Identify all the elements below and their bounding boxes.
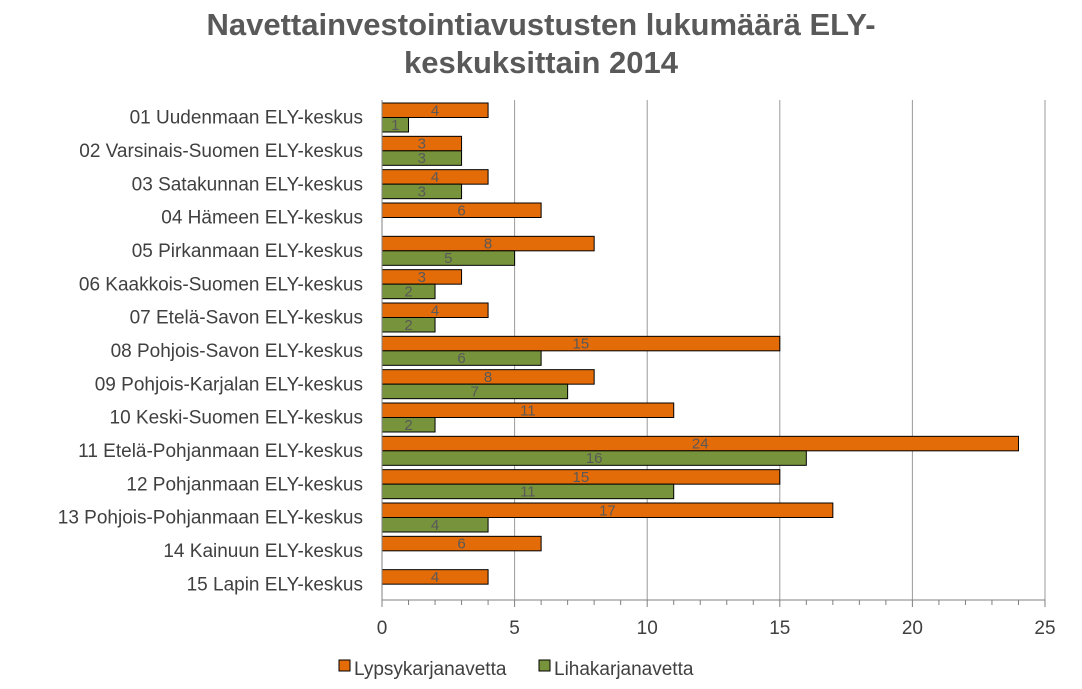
data-label-series1-5: 8: [484, 236, 492, 253]
data-label-series2-1: 1: [391, 117, 399, 134]
category-label-2: 02 Varsinais-Suomen ELY-keskus: [79, 141, 363, 162]
data-label-series1-14: 6: [457, 536, 465, 553]
category-label-13: 13 Pohjois-Pohjanmaan ELY-keskus: [58, 508, 363, 529]
data-label-series1-4: 6: [457, 202, 465, 219]
x-tick-label-4: 20: [902, 618, 923, 639]
category-label-10: 10 Keski-Suomen ELY-keskus: [110, 408, 363, 429]
data-label-series1-1: 4: [431, 102, 439, 119]
data-label-series2-11: 16: [586, 450, 603, 467]
data-label-series2-7: 2: [404, 317, 412, 334]
data-label-series2-10: 2: [404, 417, 412, 434]
data-label-series2-6: 2: [404, 283, 412, 300]
data-label-series1-6: 3: [418, 269, 426, 286]
data-label-series2-8: 6: [457, 350, 465, 367]
data-label-series1-8: 15: [573, 336, 590, 353]
category-label-5: 05 Pirkanmaan ELY-keskus: [132, 241, 363, 262]
legend-label-2: Lihakarjanavetta: [554, 659, 694, 680]
category-label-11: 11 Etelä-Pohjanmaan ELY-keskus: [78, 441, 363, 462]
category-label-1: 01 Uudenmaan ELY-keskus: [130, 108, 363, 129]
data-label-series1-7: 4: [431, 302, 439, 319]
category-label-3: 03 Satakunnan ELY-keskus: [132, 174, 363, 195]
category-label-6: 06 Kaakkois-Suomen ELY-keskus: [79, 274, 363, 295]
data-label-series1-12: 15: [573, 469, 590, 486]
x-tick-label-0: 0: [377, 618, 388, 639]
category-label-8: 08 Pohjois-Savon ELY-keskus: [111, 341, 363, 362]
data-label-series2-12: 11: [520, 483, 536, 500]
category-label-14: 14 Kainuun ELY-keskus: [163, 541, 363, 562]
x-tick-label-1: 5: [509, 618, 520, 639]
data-label-series2-13: 4: [431, 517, 439, 534]
category-label-9: 09 Pohjois-Karjalan ELY-keskus: [95, 374, 363, 395]
category-label-12: 12 Pohjanmaan ELY-keskus: [126, 474, 363, 495]
data-label-series1-11: 24: [692, 436, 709, 453]
chart-title-line-2: keskuksittain 2014: [403, 45, 678, 80]
category-label-4: 04 Hämeen ELY-keskus: [161, 208, 363, 229]
x-tick-label-5: 25: [1034, 618, 1055, 639]
data-label-series1-9: 8: [484, 369, 492, 386]
data-label-series2-3: 3: [418, 183, 426, 200]
category-label-15: 15 Lapin ELY-keskus: [187, 574, 363, 595]
data-label-series1-10: 11: [520, 402, 536, 419]
data-label-series2-5: 5: [444, 250, 452, 267]
category-label-7: 07 Etelä-Savon ELY-keskus: [130, 308, 363, 329]
legend-swatch-2: [538, 659, 551, 672]
legend-swatch-1: [338, 659, 351, 672]
data-label-series1-15: 4: [431, 569, 439, 586]
data-label-series1-2: 3: [418, 136, 426, 153]
data-label-series2-2: 3: [418, 150, 426, 167]
x-tick-label-3: 15: [769, 618, 790, 639]
data-label-series1-3: 4: [431, 169, 439, 186]
x-tick-label-2: 10: [637, 618, 658, 639]
data-label-series1-13: 17: [599, 502, 616, 519]
data-label-series2-9: 7: [471, 383, 479, 400]
legend-label-1: Lypsykarjanavetta: [354, 659, 507, 680]
chart-title-line-1: Navettainvestointiavustusten lukumäärä E…: [206, 7, 876, 42]
